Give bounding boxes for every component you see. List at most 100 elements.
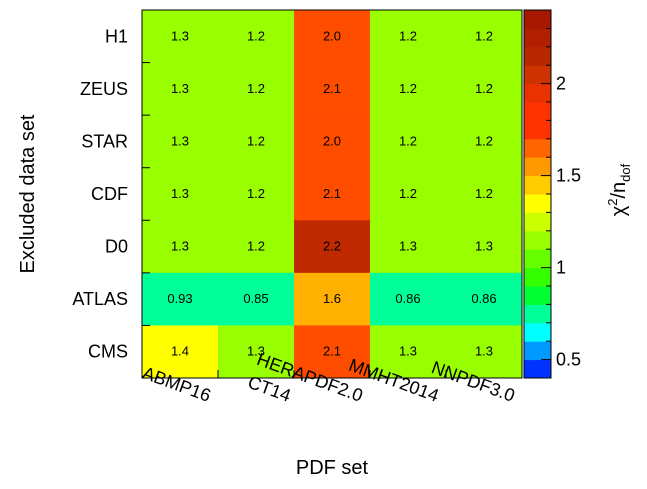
color-scale-bar xyxy=(523,9,552,379)
heatmap-cell xyxy=(294,62,371,116)
chi-symbol: χ xyxy=(608,205,630,216)
color-scale-tick-label: 0.5 xyxy=(556,350,581,370)
color-scale-step xyxy=(524,304,551,324)
cell-value-label: 1.2 xyxy=(399,81,417,96)
color-scale-ticks: 0.5 1 1.5 2 xyxy=(541,10,581,378)
y-tick-label: CMS xyxy=(88,342,128,362)
heatmap-cell xyxy=(370,167,447,221)
y-tick-labels: H1 ZEUS STAR CDF D0 ATLAS CMS xyxy=(72,26,128,361)
heatmap-cell xyxy=(142,62,219,116)
color-scale-step xyxy=(524,267,551,287)
cell-value-label: 1.2 xyxy=(475,28,493,43)
cell-value-label: 2.1 xyxy=(323,344,341,359)
heatmap-cell xyxy=(294,167,371,221)
cell-value-label: 1.3 xyxy=(171,81,189,96)
color-scale-step xyxy=(524,212,551,232)
heatmap-cell xyxy=(446,167,523,221)
y-axis-title: Excluded data set xyxy=(17,114,39,273)
heatmap-cell xyxy=(446,272,523,326)
color-scale-step xyxy=(524,10,551,29)
cell-value-label: 1.4 xyxy=(171,344,189,359)
heatmap-cell xyxy=(142,325,219,379)
cell-value-label: 0.93 xyxy=(167,291,192,306)
color-scale-step xyxy=(524,286,551,305)
cell-value-label: 2.1 xyxy=(323,81,341,96)
heatmap-cell xyxy=(218,10,295,64)
heatmap-cell xyxy=(370,325,447,379)
cell-value-label: 1.2 xyxy=(475,186,493,201)
y-tick-label: CDF xyxy=(91,184,128,204)
color-scale-step xyxy=(524,65,551,85)
heatmap-cell xyxy=(446,62,523,116)
heatmap-cell xyxy=(142,272,219,326)
color-scale-tick-label: 1.5 xyxy=(556,166,581,186)
heatmap-cell xyxy=(370,115,447,169)
cell-value-label: 1.3 xyxy=(399,239,417,254)
color-scale-step xyxy=(524,46,551,66)
color-scale-tick-label: 2 xyxy=(556,74,566,94)
color-scale-title: χ2/ndof xyxy=(605,163,633,216)
cell-value-label: 1.2 xyxy=(399,133,417,148)
heatmap-cell xyxy=(370,10,447,64)
cell-value-label: 1.3 xyxy=(171,239,189,254)
heatmap-cell xyxy=(218,115,295,169)
heatmap-cell xyxy=(294,115,371,169)
heatmap-cell xyxy=(218,272,295,326)
cell-value-label: 1.2 xyxy=(247,81,265,96)
cell-value-label: 2.0 xyxy=(323,133,341,148)
cell-value-label: 2.2 xyxy=(323,239,341,254)
axis-ticks xyxy=(142,62,447,378)
heatmap-cells xyxy=(142,10,523,379)
cell-value-label: 1.2 xyxy=(247,28,265,43)
y-tick-label: D0 xyxy=(105,237,128,257)
cell-value-label: 1.3 xyxy=(171,186,189,201)
cell-value-label: 1.3 xyxy=(171,28,189,43)
color-scale-step xyxy=(524,249,551,269)
heatmap-cell xyxy=(370,272,447,326)
y-tick-label: ZEUS xyxy=(80,79,128,99)
cell-value-label: 1.6 xyxy=(323,291,341,306)
cell-value-label: 1.2 xyxy=(247,186,265,201)
heatmap-cell xyxy=(294,272,371,326)
heatmap-cell xyxy=(294,220,371,274)
heatmap-cell xyxy=(370,62,447,116)
heatmap-cell xyxy=(142,220,219,274)
cell-value-label: 1.3 xyxy=(171,133,189,148)
y-tick-label: H1 xyxy=(105,26,128,46)
plot-frame xyxy=(141,9,523,379)
color-scale-step xyxy=(524,175,551,195)
heatmap-cell xyxy=(294,10,371,64)
color-scale-step xyxy=(524,359,551,379)
cell-value-label: 1.2 xyxy=(475,81,493,96)
x-axis-title: PDF set xyxy=(296,457,369,479)
cell-value-label: 1.2 xyxy=(247,239,265,254)
cell-value-label: 0.85 xyxy=(243,291,268,306)
cell-value-label: 2.1 xyxy=(323,186,341,201)
cell-value-label: 2.0 xyxy=(323,28,341,43)
heatmap-cell-labels: 1.3 1.2 2.0 1.2 1.2 1.3 1.2 2.1 1.2 1.2 1.3 1.2 2.0 1… xyxy=(167,28,496,358)
color-scale-step xyxy=(524,120,551,140)
heatmap-cell xyxy=(446,115,523,169)
heatmap-cell xyxy=(142,167,219,221)
y-tick-label: ATLAS xyxy=(72,289,128,309)
cell-value-label: 0.86 xyxy=(471,291,496,306)
heatmap-cell xyxy=(218,62,295,116)
cell-value-label: 1.2 xyxy=(475,133,493,148)
chi-superscript: 2 xyxy=(605,199,620,206)
color-scale-step xyxy=(524,102,551,121)
cell-value-label: 1.2 xyxy=(247,133,265,148)
cell-value-label: 1.3 xyxy=(475,344,493,359)
color-scale-step xyxy=(524,230,551,250)
color-scale-step xyxy=(524,322,551,342)
heatmap-cell xyxy=(142,10,219,64)
color-scale-step xyxy=(524,194,551,213)
cell-value-label: 1.3 xyxy=(247,344,265,359)
color-scale-step xyxy=(524,341,551,361)
heatmap-cell xyxy=(294,325,371,379)
heatmap-cell xyxy=(446,220,523,274)
heatmap-cell xyxy=(446,10,523,64)
ndof-subscript: dof xyxy=(618,163,633,181)
color-scale-tick-label: 1 xyxy=(556,258,566,278)
